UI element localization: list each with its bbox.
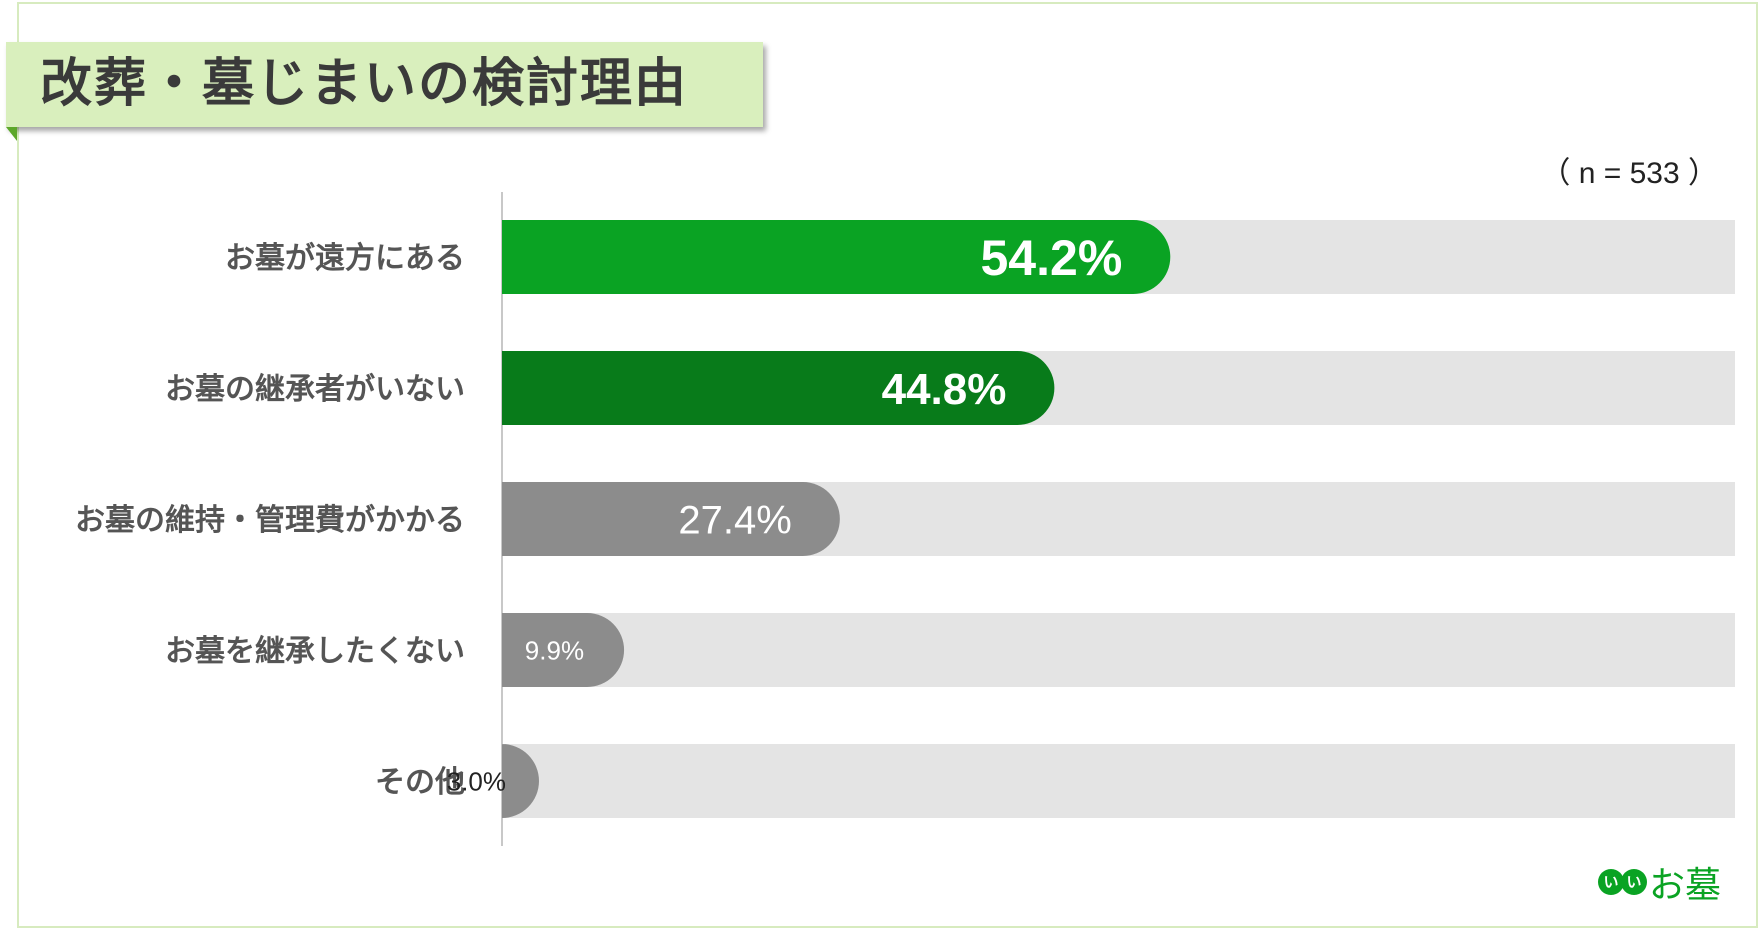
bar: [502, 482, 840, 556]
bar: [501, 744, 539, 818]
logo-mark: い い: [1598, 869, 1647, 895]
title-banner: 改葬・墓じまいの検討理由: [6, 42, 763, 127]
logo-circle: い: [1621, 869, 1647, 895]
chart-title: 改葬・墓じまいの検討理由: [40, 54, 689, 114]
sample-size-note: （ n = 533 ）: [1540, 157, 1718, 190]
category-label: その他: [375, 765, 465, 800]
value-label: 54.2%: [981, 230, 1123, 286]
value-label: 9.9%: [525, 635, 584, 665]
logo-text: お墓: [1649, 865, 1722, 906]
category-label: お墓を継承したくない: [165, 634, 465, 669]
bar: [502, 351, 1055, 425]
category-label: お墓が遠方にある: [225, 241, 465, 276]
bar: [502, 220, 1171, 294]
bar: [502, 613, 625, 687]
value-label: 44.8%: [882, 365, 1007, 414]
value-label: 3.0%: [447, 766, 506, 796]
logo-circle: い: [1598, 869, 1624, 895]
logo: い い お墓: [1598, 860, 1721, 906]
bar-track: [502, 613, 1735, 687]
category-label: お墓の継承者がいない: [165, 372, 465, 407]
bar-track: [502, 744, 1735, 818]
category-label: お墓の維持・管理費がかかる: [75, 503, 465, 538]
title-banner-fold: [6, 127, 17, 141]
value-label: 27.4%: [678, 498, 791, 542]
